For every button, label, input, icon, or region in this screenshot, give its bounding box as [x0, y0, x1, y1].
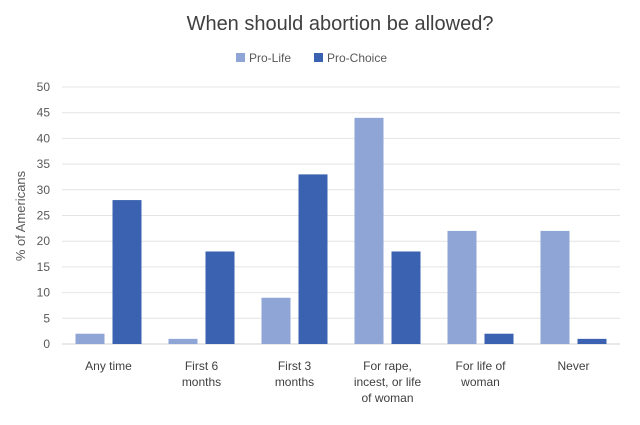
- y-tick-label: 5: [43, 311, 50, 325]
- bar-pro-life-1: [168, 338, 198, 344]
- y-tick-label: 20: [37, 234, 51, 248]
- bar-pro-choice-5: [577, 338, 607, 344]
- bar-pro-life-5: [540, 230, 570, 344]
- x-category-label: Any time: [85, 359, 132, 373]
- bar-pro-life-2: [261, 297, 291, 344]
- bar-pro-choice-0: [112, 200, 142, 344]
- bar-pro-life-0: [75, 333, 105, 344]
- x-category-label: First 3: [278, 359, 312, 373]
- legend-swatch: [236, 53, 245, 62]
- bar-pro-choice-2: [298, 174, 328, 344]
- legend-swatch: [314, 53, 323, 62]
- x-category-label: incest, or life: [354, 375, 422, 389]
- x-category-label: months: [182, 375, 221, 389]
- y-tick-label: 35: [37, 157, 51, 171]
- x-category-label: Never: [557, 359, 589, 373]
- y-tick-label: 50: [37, 80, 51, 94]
- bar-pro-choice-3: [391, 251, 421, 344]
- y-tick-label: 40: [37, 131, 51, 145]
- x-axis-categories: Any time First 6 months First 3 months For ra…: [85, 359, 589, 405]
- bar-pro-choice-1: [205, 251, 235, 344]
- y-tick-label: 10: [37, 286, 51, 300]
- x-category-label: For life of: [455, 359, 506, 373]
- y-tick-label: 0: [43, 337, 50, 351]
- legend-label: Pro-Choice: [327, 51, 387, 65]
- chart-title: When should abortion be allowed?: [187, 13, 494, 35]
- bars: [75, 117, 607, 344]
- y-tick-label: 45: [37, 106, 51, 120]
- x-category-label: For rape,: [363, 359, 412, 373]
- y-axis-label: % of Americans: [13, 170, 28, 261]
- x-category-label: woman: [460, 375, 500, 389]
- bar-pro-life-3: [354, 117, 384, 344]
- legend: Pro-Life Pro-Choice: [236, 51, 387, 65]
- bar-pro-choice-4: [484, 333, 514, 344]
- y-axis-ticks: 0 5 10 15 20 25 30 35 40 45 50: [37, 80, 51, 351]
- gridlines: [62, 86, 620, 345]
- x-category-label: months: [275, 375, 314, 389]
- y-tick-label: 30: [37, 183, 51, 197]
- legend-label: Pro-Life: [249, 51, 291, 65]
- y-tick-label: 25: [37, 209, 51, 223]
- x-category-label: of woman: [361, 391, 413, 405]
- y-tick-label: 15: [37, 260, 51, 274]
- x-category-label: First 6: [185, 359, 219, 373]
- bar-pro-life-4: [447, 230, 477, 344]
